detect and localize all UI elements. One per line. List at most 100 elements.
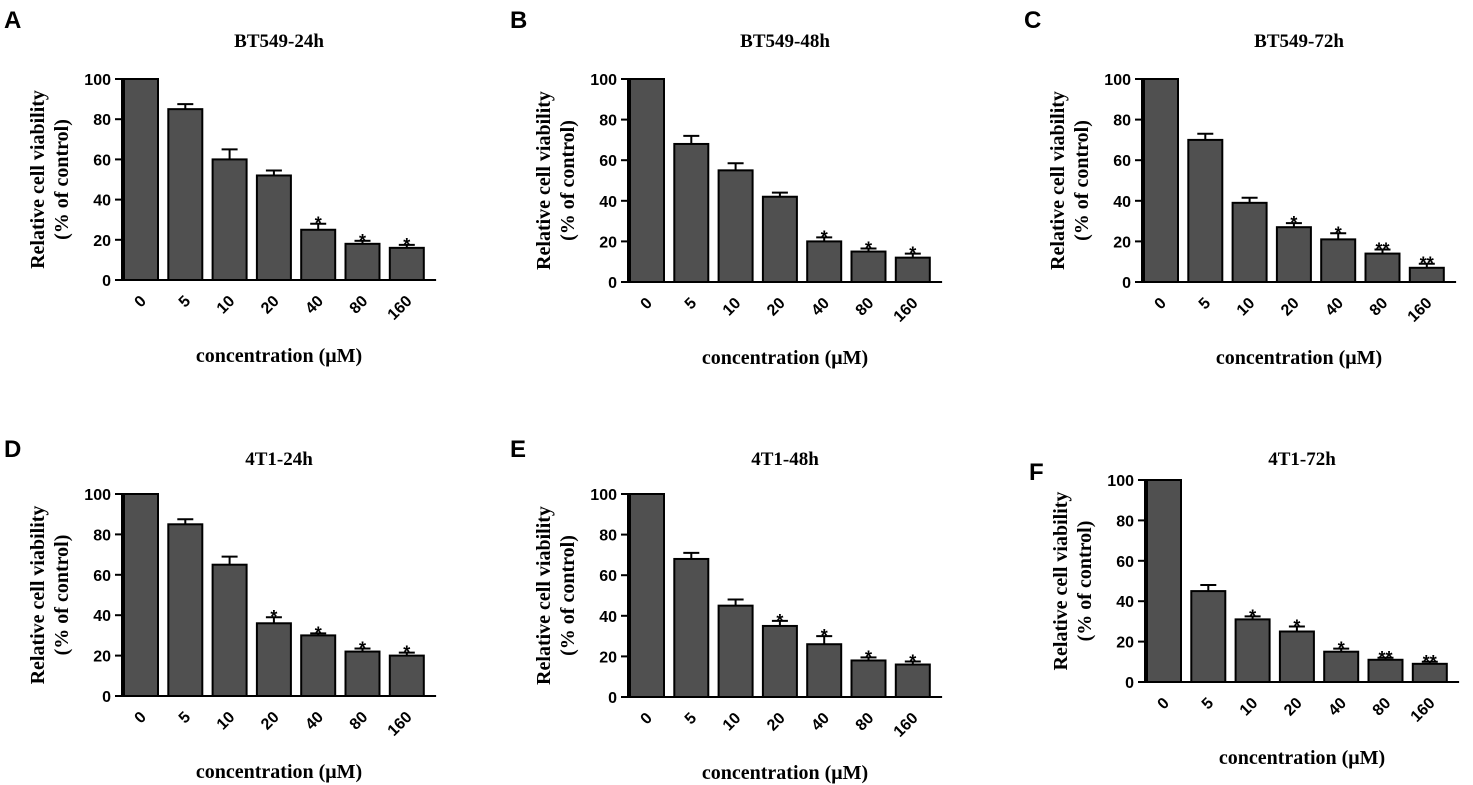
chart-title: 4T1-48h: [751, 449, 819, 470]
significance-marker: *: [403, 643, 410, 663]
y-tick-label: 40: [599, 194, 617, 211]
y-axis-label-unit: (% of control): [51, 535, 73, 656]
panel-F: F 4T1-72h Relative cell viability (% of con…: [1029, 449, 1460, 769]
y-tick-label: 80: [1113, 113, 1131, 130]
chart-title: 4T1-24h: [245, 449, 313, 470]
bar-5: [1187, 138, 1224, 283]
bar-0: [1143, 78, 1179, 283]
x-axis-label: concentration (μM): [1216, 347, 1382, 369]
x-tick-label: 20: [1278, 295, 1303, 320]
x-tick-label: 80: [853, 295, 878, 320]
x-axis-label: concentration (μM): [702, 347, 868, 369]
panel-letter: A: [4, 7, 21, 34]
x-axis-label: concentration (μM): [196, 761, 362, 783]
bar-40: [806, 643, 843, 698]
x-tick-label: 0: [638, 710, 656, 728]
x-tick-label: 10: [214, 709, 239, 734]
bar-5: [167, 108, 204, 282]
y-tick-label: 20: [599, 234, 617, 251]
x-tick-label: 80: [347, 293, 372, 318]
y-axis-label: Relative cell viability: [27, 90, 49, 269]
y-tick-label: 80: [1116, 513, 1134, 530]
y-tick-label: 80: [93, 112, 111, 129]
bar-40: [300, 228, 337, 281]
y-axis-label: Relative cell viability: [27, 506, 49, 685]
significance-marker: *: [359, 231, 366, 251]
panel-letter: C: [1024, 7, 1041, 34]
x-tick-label: 160: [891, 295, 922, 326]
y-tick-label: 20: [599, 649, 617, 666]
x-tick-label: 160: [1408, 695, 1439, 726]
x-tick-label: 80: [1370, 695, 1395, 720]
bar-80: [850, 250, 887, 284]
panel-A: A BT549-24h Relative cell viability (% of c…: [4, 7, 437, 367]
y-axis-label: Relative cell viability: [1047, 91, 1069, 270]
significance-marker: *: [1249, 606, 1256, 626]
y-tick-label: 100: [84, 487, 111, 504]
bar-0: [1146, 479, 1182, 683]
y-axis-label-unit: (% of control): [1071, 120, 1093, 241]
bar-80: [344, 242, 381, 282]
x-tick-label: 40: [808, 710, 833, 735]
chart-title: BT549-72h: [1254, 31, 1344, 52]
y-tick-label: 60: [93, 568, 111, 585]
bar-160: [894, 256, 931, 284]
y-tick-label: 0: [608, 690, 617, 707]
y-tick-label: 0: [102, 689, 111, 706]
y-axis-label: Relative cell viability: [1050, 492, 1072, 671]
significance-marker: *: [776, 611, 783, 631]
x-tick-label: 10: [720, 710, 745, 735]
y-tick-label: 40: [1113, 194, 1131, 211]
significance-marker: *: [1290, 213, 1297, 233]
bar-10: [211, 563, 248, 698]
significance-marker: *: [865, 647, 872, 667]
x-tick-label: 0: [132, 293, 150, 311]
y-tick-label: 40: [599, 609, 617, 626]
bar-0: [123, 493, 159, 697]
x-tick-label: 10: [1237, 695, 1262, 720]
significance-marker: *: [909, 244, 916, 264]
significance-marker: *: [403, 235, 410, 255]
bar-5: [673, 142, 710, 283]
x-axis-label: concentration (μM): [196, 345, 362, 367]
bar-160: [894, 663, 931, 699]
x-tick-label: 40: [1322, 295, 1347, 320]
bar-20: [255, 174, 292, 281]
y-tick-label: 0: [608, 275, 617, 292]
significance-marker: *: [821, 227, 828, 247]
panel-letter: D: [4, 436, 21, 463]
y-tick-label: 40: [1116, 594, 1134, 611]
y-tick-label: 60: [93, 152, 111, 169]
significance-marker: *: [359, 639, 366, 659]
y-tick-label: 20: [93, 233, 111, 250]
y-axis-label: Relative cell viability: [533, 91, 555, 270]
panel-letter: B: [510, 7, 527, 34]
y-tick-label: 100: [1104, 72, 1131, 89]
x-tick-label: 0: [638, 295, 656, 313]
significance-marker: *: [821, 626, 828, 646]
x-tick-label: 20: [258, 709, 283, 734]
x-tick-label: 5: [176, 293, 194, 311]
y-tick-label: 0: [1122, 275, 1131, 292]
bar-40: [300, 634, 337, 698]
bar-40: [1320, 238, 1357, 283]
significance-marker: **: [1420, 254, 1434, 274]
panel-letter: E: [510, 436, 526, 463]
bar-5: [167, 523, 204, 697]
y-axis-label-unit: (% of control): [1074, 521, 1096, 642]
y-tick-label: 0: [1125, 675, 1134, 692]
y-tick-label: 20: [93, 649, 111, 666]
y-tick-label: 60: [599, 568, 617, 585]
y-tick-label: 20: [1116, 635, 1134, 652]
bar-10: [1234, 618, 1271, 684]
significance-marker: **: [1378, 648, 1392, 668]
bar-10: [717, 169, 754, 284]
y-tick-label: 60: [599, 153, 617, 170]
x-tick-label: 40: [302, 293, 327, 318]
y-tick-label: 40: [93, 193, 111, 210]
significance-marker: *: [1338, 639, 1345, 659]
x-tick-label: 10: [1234, 295, 1259, 320]
x-tick-label: 40: [302, 709, 327, 734]
bar-0: [629, 78, 665, 283]
